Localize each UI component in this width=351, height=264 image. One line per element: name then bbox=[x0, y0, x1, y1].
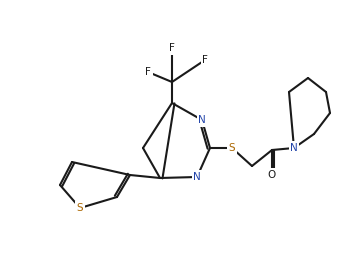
Text: N: N bbox=[290, 143, 298, 153]
Text: O: O bbox=[268, 170, 276, 180]
Text: F: F bbox=[202, 55, 208, 65]
Text: F: F bbox=[145, 67, 151, 77]
Text: N: N bbox=[198, 115, 206, 125]
Text: N: N bbox=[290, 143, 298, 153]
Text: N: N bbox=[193, 172, 201, 182]
Text: S: S bbox=[229, 143, 235, 153]
Text: S: S bbox=[77, 203, 83, 213]
Text: F: F bbox=[169, 43, 175, 53]
